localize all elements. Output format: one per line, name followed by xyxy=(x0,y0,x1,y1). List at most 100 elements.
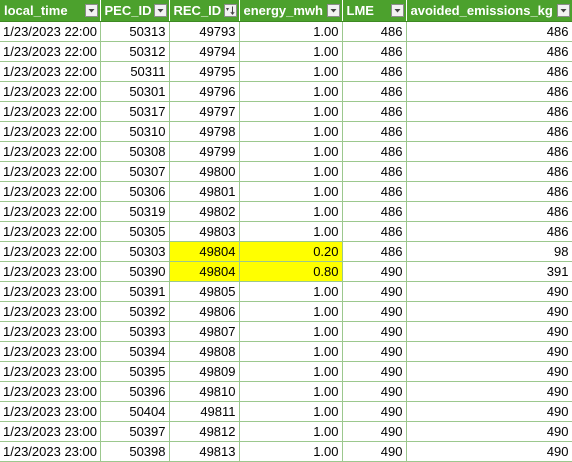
cell-lme[interactable]: 490 xyxy=(342,321,407,342)
cell-pec-id[interactable]: 50313 xyxy=(100,21,170,42)
cell-avoided-emissions-kg[interactable]: 486 xyxy=(406,141,572,162)
cell-rec-id[interactable]: 49793 xyxy=(169,21,240,42)
cell-avoided-emissions-kg[interactable]: 486 xyxy=(406,181,572,202)
cell-energy-mwh[interactable]: 1.00 xyxy=(239,441,343,462)
cell-lme[interactable]: 486 xyxy=(342,21,407,42)
cell-local-time[interactable]: 1/23/2023 23:00 xyxy=(0,301,101,322)
cell-avoided-emissions-kg[interactable]: 486 xyxy=(406,201,572,222)
cell-pec-id[interactable]: 50395 xyxy=(100,361,170,382)
cell-energy-mwh[interactable]: 1.00 xyxy=(239,321,343,342)
column-header-avoided-emissions-kg[interactable]: avoided_emissions_kg xyxy=(406,0,572,22)
cell-lme[interactable]: 490 xyxy=(342,341,407,362)
cell-avoided-emissions-kg[interactable]: 486 xyxy=(406,21,572,42)
cell-rec-id[interactable]: 49799 xyxy=(169,141,240,162)
cell-pec-id[interactable]: 50306 xyxy=(100,181,170,202)
column-header-lme[interactable]: LME xyxy=(342,0,407,22)
cell-pec-id[interactable]: 50301 xyxy=(100,81,170,102)
cell-local-time[interactable]: 1/23/2023 23:00 xyxy=(0,341,101,362)
cell-rec-id[interactable]: 49800 xyxy=(169,161,240,182)
cell-lme[interactable]: 486 xyxy=(342,241,407,262)
cell-pec-id[interactable]: 50396 xyxy=(100,381,170,402)
cell-local-time[interactable]: 1/23/2023 22:00 xyxy=(0,221,101,242)
cell-avoided-emissions-kg[interactable]: 490 xyxy=(406,381,572,402)
cell-lme[interactable]: 490 xyxy=(342,401,407,422)
cell-local-time[interactable]: 1/23/2023 22:00 xyxy=(0,61,101,82)
cell-avoided-emissions-kg[interactable]: 490 xyxy=(406,401,572,422)
cell-avoided-emissions-kg[interactable]: 490 xyxy=(406,441,572,462)
cell-avoided-emissions-kg[interactable]: 486 xyxy=(406,121,572,142)
sort-ascending-icon[interactable] xyxy=(223,4,237,17)
cell-pec-id[interactable]: 50319 xyxy=(100,201,170,222)
cell-pec-id[interactable]: 50317 xyxy=(100,101,170,122)
cell-rec-id[interactable]: 49807 xyxy=(169,321,240,342)
cell-energy-mwh[interactable]: 1.00 xyxy=(239,301,343,322)
cell-pec-id[interactable]: 50392 xyxy=(100,301,170,322)
cell-pec-id[interactable]: 50310 xyxy=(100,121,170,142)
cell-energy-mwh[interactable]: 1.00 xyxy=(239,381,343,402)
cell-avoided-emissions-kg[interactable]: 490 xyxy=(406,321,572,342)
cell-lme[interactable]: 486 xyxy=(342,161,407,182)
cell-local-time[interactable]: 1/23/2023 23:00 xyxy=(0,321,101,342)
cell-local-time[interactable]: 1/23/2023 22:00 xyxy=(0,121,101,142)
cell-energy-mwh[interactable]: 1.00 xyxy=(239,141,343,162)
cell-rec-id[interactable]: 49809 xyxy=(169,361,240,382)
cell-rec-id[interactable]: 49811 xyxy=(169,401,240,422)
cell-rec-id[interactable]: 49794 xyxy=(169,41,240,62)
cell-rec-id[interactable]: 49810 xyxy=(169,381,240,402)
cell-local-time[interactable]: 1/23/2023 23:00 xyxy=(0,381,101,402)
cell-rec-id[interactable]: 49795 xyxy=(169,61,240,82)
cell-rec-id[interactable]: 49797 xyxy=(169,101,240,122)
cell-lme[interactable]: 486 xyxy=(342,201,407,222)
cell-energy-mwh[interactable]: 1.00 xyxy=(239,101,343,122)
cell-lme[interactable]: 490 xyxy=(342,421,407,442)
cell-lme[interactable]: 490 xyxy=(342,361,407,382)
column-header-local-time[interactable]: local_time xyxy=(0,0,101,22)
cell-avoided-emissions-kg[interactable]: 486 xyxy=(406,41,572,62)
cell-lme[interactable]: 486 xyxy=(342,141,407,162)
cell-energy-mwh[interactable]: 1.00 xyxy=(239,361,343,382)
cell-energy-mwh[interactable]: 1.00 xyxy=(239,201,343,222)
cell-local-time[interactable]: 1/23/2023 22:00 xyxy=(0,241,101,262)
cell-local-time[interactable]: 1/23/2023 22:00 xyxy=(0,201,101,222)
cell-pec-id[interactable]: 50397 xyxy=(100,421,170,442)
column-header-energy-mwh[interactable]: energy_mwh xyxy=(239,0,343,22)
cell-energy-mwh[interactable]: 0.20 xyxy=(239,241,343,262)
cell-pec-id[interactable]: 50307 xyxy=(100,161,170,182)
cell-pec-id[interactable]: 50305 xyxy=(100,221,170,242)
cell-lme[interactable]: 486 xyxy=(342,121,407,142)
cell-energy-mwh[interactable]: 1.00 xyxy=(239,401,343,422)
cell-local-time[interactable]: 1/23/2023 22:00 xyxy=(0,141,101,162)
cell-avoided-emissions-kg[interactable]: 486 xyxy=(406,221,572,242)
cell-energy-mwh[interactable]: 1.00 xyxy=(239,81,343,102)
cell-avoided-emissions-kg[interactable]: 486 xyxy=(406,81,572,102)
column-header-rec-id[interactable]: REC_ID xyxy=(169,0,240,22)
column-header-pec-id[interactable]: PEC_ID xyxy=(100,0,170,22)
cell-avoided-emissions-kg[interactable]: 490 xyxy=(406,361,572,382)
cell-lme[interactable]: 486 xyxy=(342,61,407,82)
cell-rec-id[interactable]: 49804 xyxy=(169,261,240,282)
cell-lme[interactable]: 490 xyxy=(342,301,407,322)
cell-local-time[interactable]: 1/23/2023 23:00 xyxy=(0,281,101,302)
cell-rec-id[interactable]: 49803 xyxy=(169,221,240,242)
cell-rec-id[interactable]: 49798 xyxy=(169,121,240,142)
cell-energy-mwh[interactable]: 1.00 xyxy=(239,21,343,42)
cell-rec-id[interactable]: 49801 xyxy=(169,181,240,202)
cell-pec-id[interactable]: 50311 xyxy=(100,61,170,82)
cell-energy-mwh[interactable]: 1.00 xyxy=(239,421,343,442)
cell-pec-id[interactable]: 50393 xyxy=(100,321,170,342)
cell-avoided-emissions-kg[interactable]: 486 xyxy=(406,101,572,122)
cell-pec-id[interactable]: 50390 xyxy=(100,261,170,282)
cell-rec-id[interactable]: 49812 xyxy=(169,421,240,442)
cell-lme[interactable]: 486 xyxy=(342,101,407,122)
cell-local-time[interactable]: 1/23/2023 23:00 xyxy=(0,441,101,462)
cell-local-time[interactable]: 1/23/2023 22:00 xyxy=(0,181,101,202)
cell-avoided-emissions-kg[interactable]: 490 xyxy=(406,421,572,442)
filter-dropdown-icon[interactable] xyxy=(326,4,340,17)
cell-lme[interactable]: 486 xyxy=(342,41,407,62)
cell-energy-mwh[interactable]: 1.00 xyxy=(239,341,343,362)
cell-pec-id[interactable]: 50398 xyxy=(100,441,170,462)
cell-avoided-emissions-kg[interactable]: 486 xyxy=(406,61,572,82)
cell-lme[interactable]: 486 xyxy=(342,221,407,242)
cell-lme[interactable]: 490 xyxy=(342,381,407,402)
cell-rec-id[interactable]: 49796 xyxy=(169,81,240,102)
